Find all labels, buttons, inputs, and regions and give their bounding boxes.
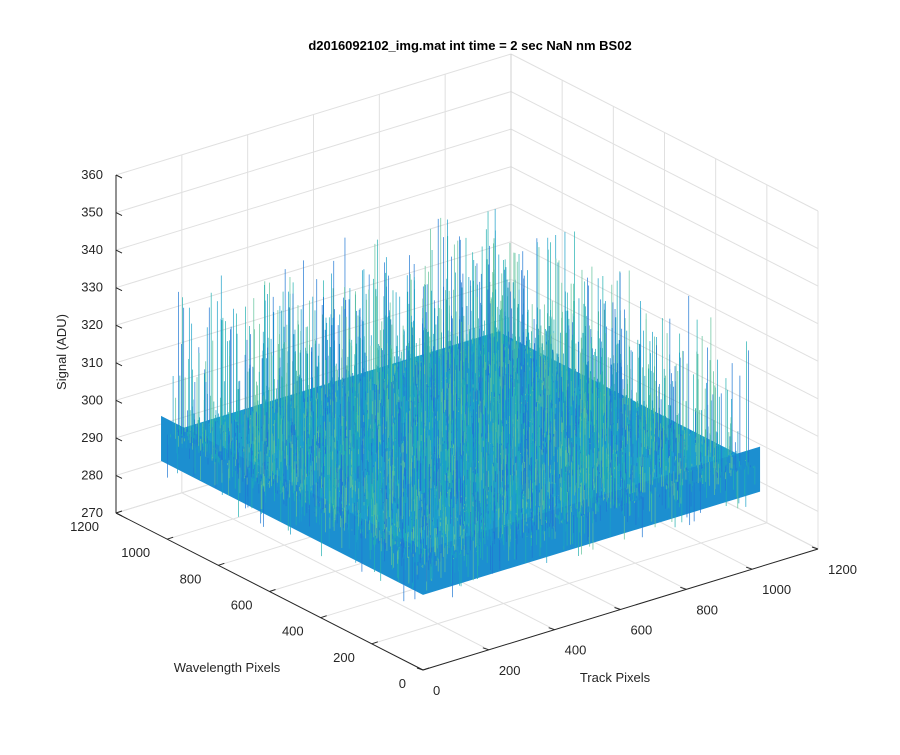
- surface-layer: [161, 209, 760, 601]
